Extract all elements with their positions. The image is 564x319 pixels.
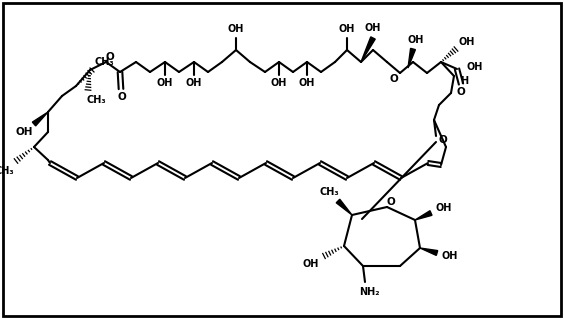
Text: O: O — [105, 52, 114, 62]
Text: O: O — [118, 92, 126, 102]
Text: OH: OH — [157, 78, 173, 88]
Text: O: O — [439, 135, 447, 145]
Text: OH: OH — [467, 62, 483, 72]
Polygon shape — [415, 211, 432, 220]
Polygon shape — [336, 199, 352, 215]
Text: OH: OH — [186, 78, 202, 88]
Text: OH: OH — [228, 24, 244, 34]
Text: OH: OH — [299, 78, 315, 88]
Polygon shape — [408, 48, 416, 68]
Text: O: O — [390, 74, 398, 84]
Text: CH₃: CH₃ — [94, 57, 114, 67]
Text: OH: OH — [271, 78, 287, 88]
Polygon shape — [361, 37, 375, 62]
Text: OH: OH — [442, 251, 458, 261]
Text: O: O — [457, 87, 465, 97]
Text: OH: OH — [365, 23, 381, 33]
Polygon shape — [32, 112, 48, 126]
Text: H: H — [460, 76, 468, 86]
Text: OH: OH — [339, 24, 355, 34]
Text: CH₃: CH₃ — [319, 187, 339, 197]
Polygon shape — [420, 248, 438, 256]
Text: O: O — [387, 197, 395, 207]
Text: NH₂: NH₂ — [359, 287, 379, 297]
Text: OH: OH — [459, 37, 475, 47]
Text: OH: OH — [303, 259, 319, 269]
Text: OH: OH — [408, 35, 424, 45]
Text: OH: OH — [436, 203, 452, 213]
Text: CH₃: CH₃ — [0, 166, 14, 176]
Text: OH: OH — [15, 127, 33, 137]
Text: CH₃: CH₃ — [86, 95, 106, 105]
